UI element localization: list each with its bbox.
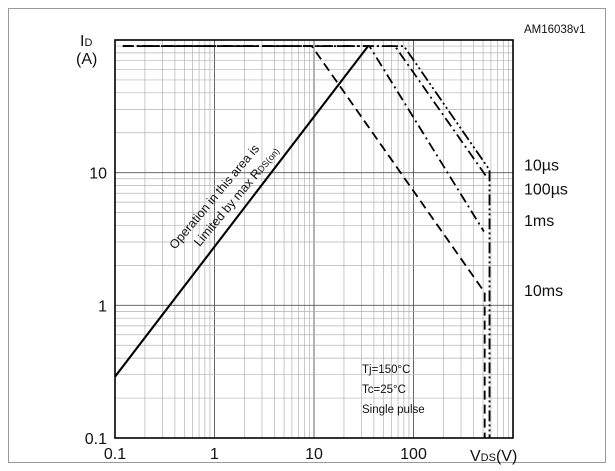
y-tick-label: 0.1 [85, 431, 107, 448]
right-label: 100µs [524, 181, 568, 198]
x-tick-label: 0.1 [104, 446, 126, 463]
series-lines [114, 45, 491, 438]
grid-lines [115, 40, 513, 438]
x-tick-labels: 0.1 1 10 100 [104, 446, 427, 463]
y-tick-label: 10 [89, 166, 107, 183]
y-tick-labels: 0.1 1 10 [85, 166, 107, 448]
condition-pulse: Single pulse [362, 404, 425, 416]
x-tick-label: 1 [210, 446, 219, 463]
right-label: 1ms [524, 213, 554, 230]
right-series-labels: 10µs 100µs 1ms 10ms [524, 158, 568, 301]
series-line [122, 45, 489, 180]
plot-border [114, 39, 514, 439]
x-axis-label: VDS(V) [470, 448, 517, 465]
right-label: 10ms [524, 283, 563, 300]
condition-tj: Tj=150°C [362, 364, 410, 376]
figure-id: AM16038v1 [524, 24, 585, 36]
y-axis-unit: (A) [76, 51, 97, 68]
series-line [122, 45, 485, 232]
chart-frame [8, 8, 606, 463]
region-annotation: Operation in this area is Limited by max… [167, 142, 282, 252]
x-tick-label: 100 [400, 446, 427, 463]
conditions-box: Tj=150°C Tc=25°C Single pulse [362, 364, 425, 416]
y-tick-label: 1 [98, 298, 107, 315]
right-label: 10µs [524, 158, 559, 175]
series-line [114, 45, 369, 378]
condition-tc: Tc=25°C [362, 384, 406, 396]
y-axis-label: ID [80, 33, 92, 50]
series-line [122, 45, 486, 438]
x-tick-label: 10 [305, 446, 323, 463]
